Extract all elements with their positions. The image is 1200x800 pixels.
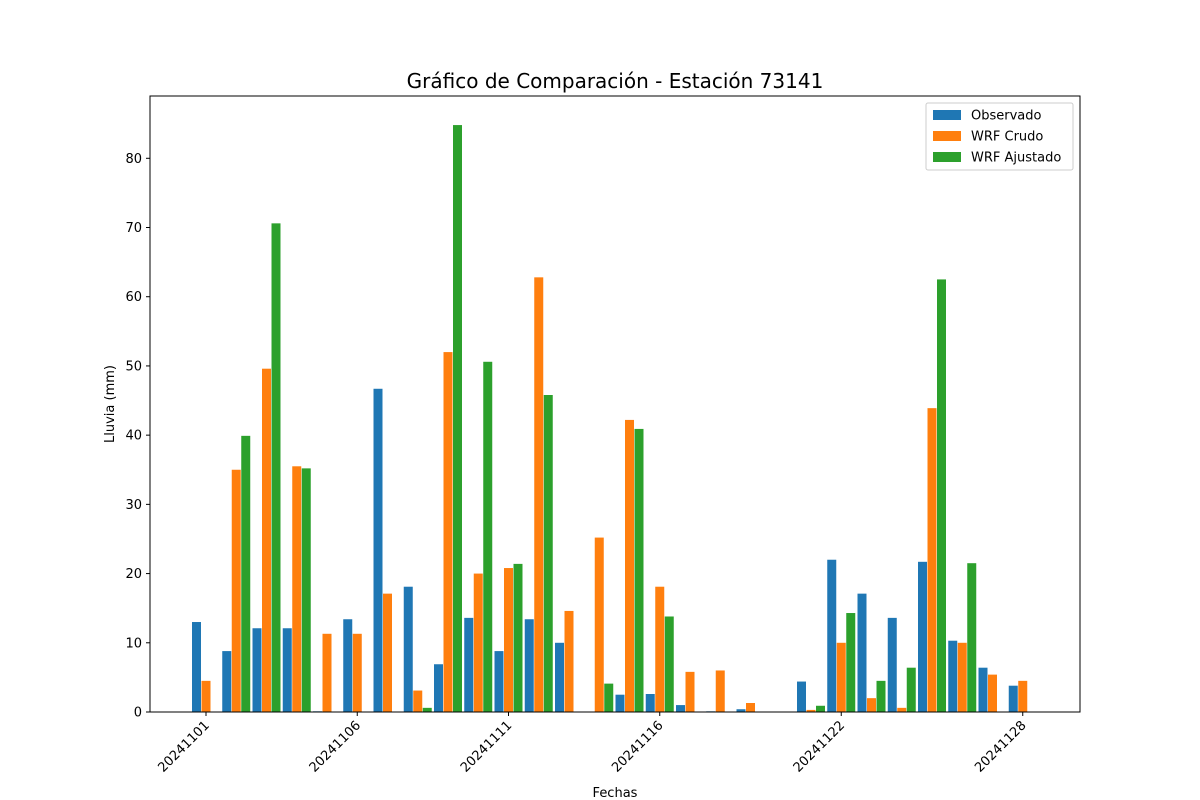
bar-observado [282, 628, 292, 712]
bar-wrf-ajustado [664, 616, 674, 712]
y-tick-label: 60 [125, 290, 142, 305]
bar-wrf-ajustado [271, 223, 281, 712]
bar-wrf-ajustado [967, 563, 977, 712]
bar-wrf-crudo [201, 680, 211, 712]
bar-wrf-crudo [564, 610, 574, 712]
bar-observado [887, 617, 897, 712]
legend: Observado WRF Crudo WRF Ajustado [925, 102, 1074, 171]
bar-observado [555, 642, 564, 712]
bars [192, 125, 1028, 712]
x-tick-label: 20241128 [972, 718, 1029, 775]
bar-wrf-crudo [231, 469, 241, 712]
bar-wrf-crudo [383, 593, 392, 712]
bar-wrf-crudo [897, 707, 907, 712]
bar-observado [524, 619, 534, 712]
bar-observado [434, 664, 443, 712]
bar-wrf-crudo [262, 368, 271, 712]
legend-box [925, 102, 1074, 171]
x-tick-label: 20241101 [155, 718, 212, 775]
bar-wrf-crudo [1018, 680, 1028, 712]
y-tick-label: 40 [125, 429, 142, 444]
bar-wrf-ajustado [422, 707, 432, 712]
bar-observado [1008, 685, 1018, 712]
bar-wrf-crudo [988, 674, 997, 712]
bar-wrf-crudo [957, 642, 967, 712]
bar-observado [978, 667, 988, 712]
bar-observado [192, 622, 201, 712]
x-tick-label: 20241116 [609, 718, 666, 775]
legend-swatch [933, 152, 961, 162]
bar-wrf-crudo [685, 671, 695, 712]
bar-observado [827, 559, 837, 712]
bar-wrf-ajustado [634, 428, 644, 712]
y-tick-label: 10 [125, 636, 142, 651]
y-tick-label: 50 [125, 359, 142, 374]
bar-wrf-ajustado [604, 683, 614, 712]
bar-wrf-crudo [715, 670, 725, 712]
bar-observado [676, 705, 685, 712]
bar-observado [403, 586, 413, 712]
bar-observado [797, 681, 806, 712]
plot-frame [149, 95, 1081, 713]
bar-wrf-crudo [806, 709, 816, 712]
bar-wrf-ajustado [846, 613, 856, 712]
bar-wrf-crudo [292, 466, 302, 712]
bar-wrf-ajustado [513, 563, 523, 712]
bar-wrf-ajustado [906, 667, 916, 712]
y-tick-label: 20 [125, 567, 142, 582]
bar-observado [252, 628, 262, 712]
bar-wrf-ajustado [876, 680, 886, 712]
bar-wrf-crudo [594, 537, 604, 712]
bar-wrf-ajustado [816, 705, 825, 712]
y-axis-label: Lluvia (mm) [103, 365, 118, 443]
y-tick-label: 30 [125, 498, 142, 513]
legend-label: WRF Crudo [971, 130, 1043, 145]
bar-wrf-ajustado [301, 468, 311, 712]
bar-wrf-ajustado [241, 435, 251, 712]
legend-swatch [933, 131, 961, 141]
bar-wrf-crudo [443, 352, 453, 712]
bar-wrf-crudo [322, 633, 332, 712]
bar-observado [343, 619, 353, 712]
x-tick-label: 20241111 [458, 718, 515, 775]
bar-wrf-crudo [352, 633, 362, 712]
bar-wrf-ajustado [543, 395, 553, 712]
bar-wrf-crudo [473, 573, 483, 712]
bar-observado [948, 640, 958, 712]
bar-wrf-crudo [867, 698, 876, 712]
legend-label: Observado [971, 109, 1042, 124]
bar-observado [373, 388, 383, 712]
bar-observado [615, 694, 625, 712]
bar-observado [222, 651, 232, 712]
bar-observado [736, 709, 746, 712]
bar-observado [857, 593, 867, 712]
bar-wrf-crudo [836, 642, 846, 712]
chart-title: Gráfico de Comparación - Estación 73141 [407, 69, 824, 93]
bar-wrf-crudo [746, 703, 755, 712]
bar-wrf-crudo [504, 568, 513, 712]
x-axis: 20241101 20241106 20241111 20241116 20241122… [155, 712, 1030, 776]
x-tick-label: 20241106 [307, 718, 364, 775]
bar-wrf-ajustado [453, 125, 462, 712]
bar-wrf-crudo [534, 277, 544, 712]
bar-observado [494, 651, 504, 712]
bar-wrf-crudo [655, 586, 665, 712]
y-tick-label: 70 [125, 221, 142, 236]
x-axis-label: Fechas [593, 786, 638, 800]
bar-wrf-crudo [625, 419, 634, 712]
bar-observado [918, 561, 927, 712]
bar-wrf-ajustado [937, 279, 946, 712]
legend-label: WRF Ajustado [971, 151, 1061, 166]
y-tick-label: 0 [134, 706, 142, 721]
bar-wrf-crudo [927, 408, 937, 712]
bar-observado [645, 694, 655, 712]
x-tick-label: 20241122 [791, 718, 848, 775]
bar-wrf-ajustado [483, 361, 493, 712]
legend-swatch [933, 110, 961, 120]
bar-wrf-crudo [413, 690, 423, 712]
y-axis: 0 10 20 30 40 50 60 70 80 [125, 152, 150, 721]
y-tick-label: 80 [125, 152, 142, 167]
bar-observado [464, 617, 474, 712]
